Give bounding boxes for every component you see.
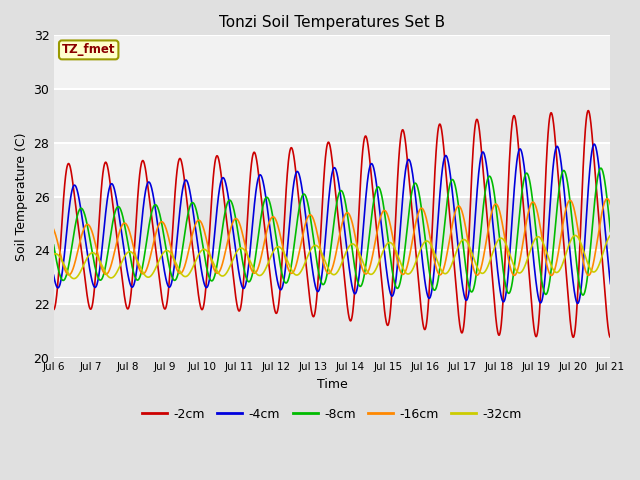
Bar (54, 143, 611, 197)
Bar (54, 197, 611, 250)
Bar (54, 36, 611, 89)
X-axis label: Time: Time (317, 378, 348, 391)
Bar (54, 89, 611, 143)
Bar (54, 250, 611, 304)
Bar (54, 304, 611, 358)
Title: Tonzi Soil Temperatures Set B: Tonzi Soil Temperatures Set B (219, 15, 445, 30)
Y-axis label: Soil Temperature (C): Soil Temperature (C) (15, 132, 28, 261)
Legend: -2cm, -4cm, -8cm, -16cm, -32cm: -2cm, -4cm, -8cm, -16cm, -32cm (137, 403, 527, 426)
Text: TZ_fmet: TZ_fmet (62, 43, 115, 56)
